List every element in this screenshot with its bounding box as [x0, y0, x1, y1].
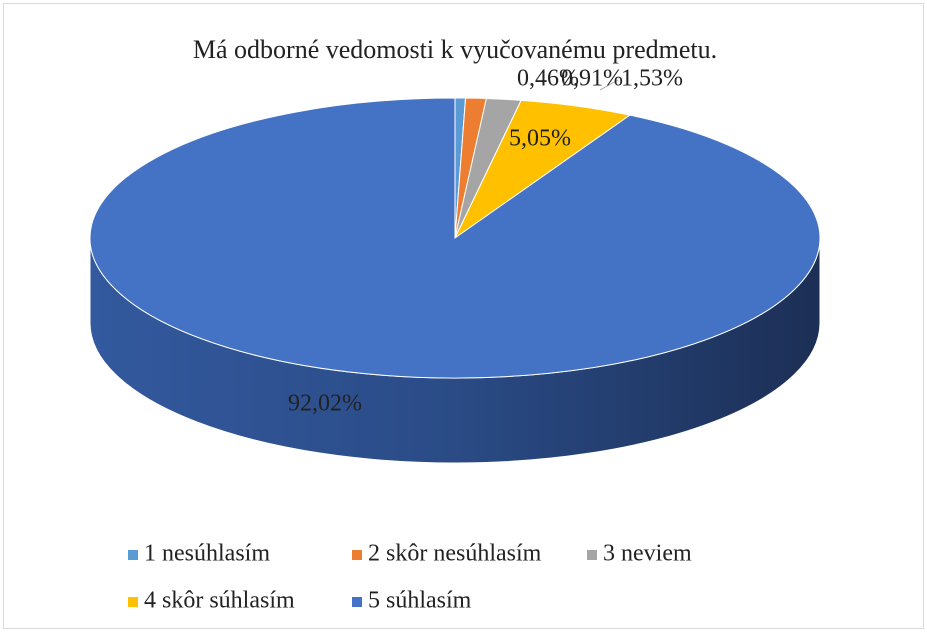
legend-swatch	[128, 597, 138, 607]
legend-label: 2 skôr nesúhlasím	[368, 541, 542, 567]
legend-label: 4 skôr súhlasím	[144, 588, 295, 614]
legend-swatch	[128, 550, 138, 560]
legend-label: 3 neviem	[603, 541, 692, 567]
pie-slice	[89, 97, 821, 379]
data-label: 0,91%	[561, 66, 623, 92]
data-label: 92,02%	[288, 391, 362, 417]
legend-swatch	[352, 550, 362, 560]
legend-label: 1 nesúhlasím	[144, 541, 270, 567]
chart-title: Má odborné vedomosti k vyučovanému predm…	[193, 35, 717, 64]
data-label: 0,46%	[517, 66, 579, 92]
legend-label: 5 súhlasím	[368, 588, 472, 614]
data-label: 5,05%	[509, 126, 571, 152]
legend-swatch	[352, 597, 362, 607]
data-label: 1,53%	[621, 66, 683, 92]
leader-line	[599, 79, 619, 91]
legend-swatch	[587, 550, 597, 560]
